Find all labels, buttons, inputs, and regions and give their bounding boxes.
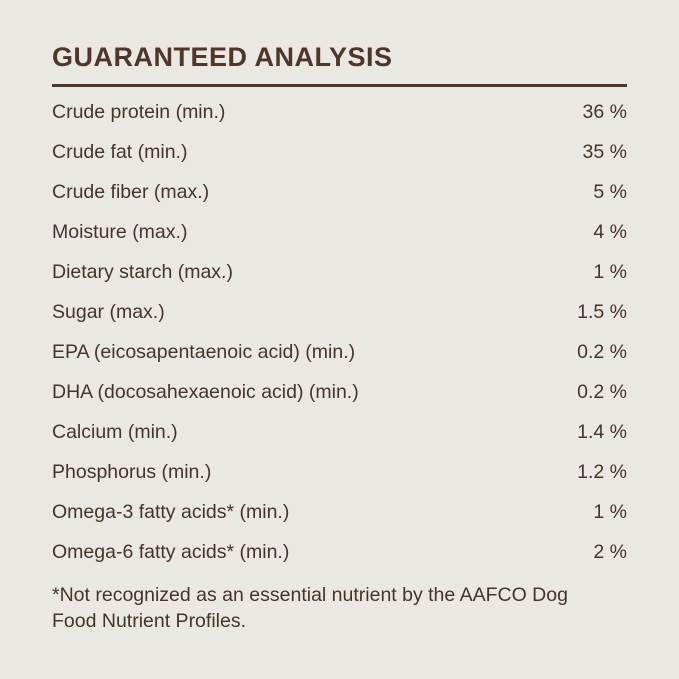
table-row: Crude protein (min.) 36 %: [52, 92, 627, 132]
nutrient-value: 1.2 %: [577, 460, 627, 483]
nutrient-value: 1.5 %: [577, 300, 627, 323]
nutrient-label: Calcium (min.): [52, 420, 178, 443]
nutrient-label: Dietary starch (max.): [52, 260, 233, 283]
footnote: *Not recognized as an essential nutrient…: [52, 584, 568, 632]
nutrient-label: Crude protein (min.): [52, 100, 226, 123]
table-row: DHA (docosahexaenoic acid) (min.) 0.2 %: [52, 372, 627, 412]
nutrient-label: Omega-6 fatty acids* (min.): [52, 540, 290, 563]
table-row: Crude fiber (max.) 5 %: [52, 172, 627, 212]
table-row: Sugar (max.) 1.5 %: [52, 292, 627, 332]
nutrient-value: 1 %: [593, 500, 627, 523]
nutrient-value: 0.2 %: [577, 340, 627, 363]
table-row: Dietary starch (max.) 1 %: [52, 252, 627, 292]
table-row: Phosphorus (min.) 1.2 %: [52, 452, 627, 492]
nutrient-value: 1 %: [593, 260, 627, 283]
table-row: EPA (eicosapentaenoic acid) (min.) 0.2 %: [52, 332, 627, 372]
table-row: Calcium (min.) 1.4 %: [52, 412, 627, 452]
nutrient-label: Moisture (max.): [52, 220, 188, 243]
table-row: Crude fat (min.) 35 %: [52, 132, 627, 172]
table-row: Omega-6 fatty acids* (min.) 2 %: [52, 532, 627, 572]
nutrient-label: Omega-3 fatty acids* (min.): [52, 500, 290, 523]
nutrient-value: 5 %: [593, 180, 627, 203]
nutrient-value: 4 %: [593, 220, 627, 243]
guaranteed-analysis-panel: GUARANTEED ANALYSIS Crude protein (min.)…: [52, 42, 627, 632]
nutrient-label: Sugar (max.): [52, 300, 165, 323]
table-row: Moisture (max.) 4 %: [52, 212, 627, 252]
table-row: Omega-3 fatty acids* (min.) 1 %: [52, 492, 627, 532]
nutrient-value: 0.2 %: [577, 380, 627, 403]
nutrient-label: Crude fat (min.): [52, 140, 188, 163]
nutrient-value: 2 %: [593, 540, 627, 563]
nutrient-value: 35 %: [582, 140, 627, 163]
analysis-table: Crude protein (min.) 36 % Crude fat (min…: [52, 92, 627, 572]
nutrient-label: Crude fiber (max.): [52, 180, 210, 203]
page-title: GUARANTEED ANALYSIS: [52, 42, 627, 87]
nutrient-label: DHA (docosahexaenoic acid) (min.): [52, 380, 359, 403]
nutrient-label: EPA (eicosapentaenoic acid) (min.): [52, 340, 356, 363]
nutrient-value: 36 %: [582, 100, 627, 123]
nutrient-label: Phosphorus (min.): [52, 460, 212, 483]
nutrient-value: 1.4 %: [577, 420, 627, 443]
